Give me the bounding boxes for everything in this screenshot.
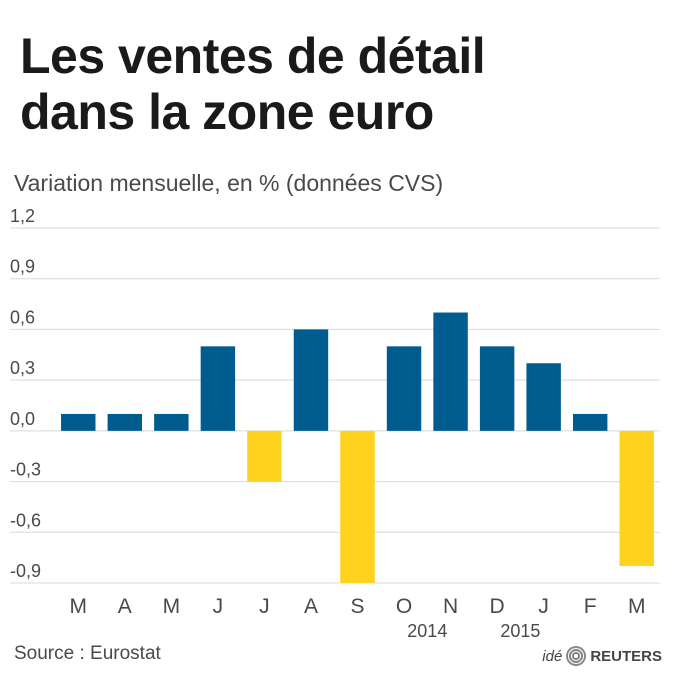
bars	[61, 312, 654, 583]
bar	[293, 329, 329, 431]
bar	[61, 413, 96, 431]
chart-title-line1: Les ventes de détail	[20, 28, 486, 84]
bar	[154, 413, 189, 431]
x-tick-label: N	[443, 595, 458, 618]
y-tick-label: 0,3	[10, 358, 35, 378]
y-tick-label: 0,0	[10, 409, 35, 429]
bar	[479, 346, 515, 431]
x-tick-label: M	[163, 595, 181, 618]
source-note: Source : Eurostat	[14, 643, 161, 664]
x-tick-label: A	[118, 595, 132, 618]
x-tick-label: M	[70, 595, 88, 618]
x-tick-label: J	[538, 595, 549, 618]
axis-labels: 1,2 0,9 0,6 0,3 0,0 -0,3 -0,6 -0,9 M A M J J A S O N D J F M…	[10, 206, 645, 641]
year-label: 2015	[500, 621, 540, 641]
x-tick-label: S	[350, 595, 364, 618]
chart-subtitle: Variation mensuelle, en % (données CVS)	[14, 170, 444, 196]
grid-lines	[10, 227, 660, 584]
y-tick-label: 0,9	[10, 257, 35, 277]
x-tick-label: O	[396, 595, 412, 618]
bar	[433, 312, 468, 431]
reuters-dots-icon	[566, 646, 587, 666]
brand-logo: idé REUTERS	[542, 646, 662, 666]
bar	[572, 413, 608, 431]
brand-prefix: idé	[542, 647, 563, 665]
x-tick-label: J	[259, 595, 270, 618]
chart-title: Les ventes de détail dans la zone euro	[20, 28, 486, 140]
y-tick-label: -0,6	[10, 510, 41, 530]
bar	[247, 430, 282, 482]
bar	[526, 363, 561, 431]
x-tick-label: A	[304, 595, 318, 618]
x-tick-label: F	[584, 595, 597, 618]
bar	[200, 346, 236, 431]
x-tick-label: J	[213, 595, 224, 618]
y-tick-label: 1,2	[10, 206, 35, 226]
x-tick-label: D	[490, 595, 505, 618]
bar	[340, 430, 375, 583]
brand-name: REUTERS	[590, 647, 662, 665]
y-tick-label: -0,3	[10, 460, 41, 480]
y-tick-label: -0,9	[10, 561, 41, 581]
bar	[619, 430, 654, 567]
bar	[107, 413, 143, 431]
year-label: 2014	[407, 621, 447, 641]
chart-title-line2: dans la zone euro	[20, 84, 434, 140]
bar	[386, 346, 422, 431]
x-tick-label: M	[628, 595, 646, 618]
y-tick-label: 0,6	[10, 307, 35, 327]
